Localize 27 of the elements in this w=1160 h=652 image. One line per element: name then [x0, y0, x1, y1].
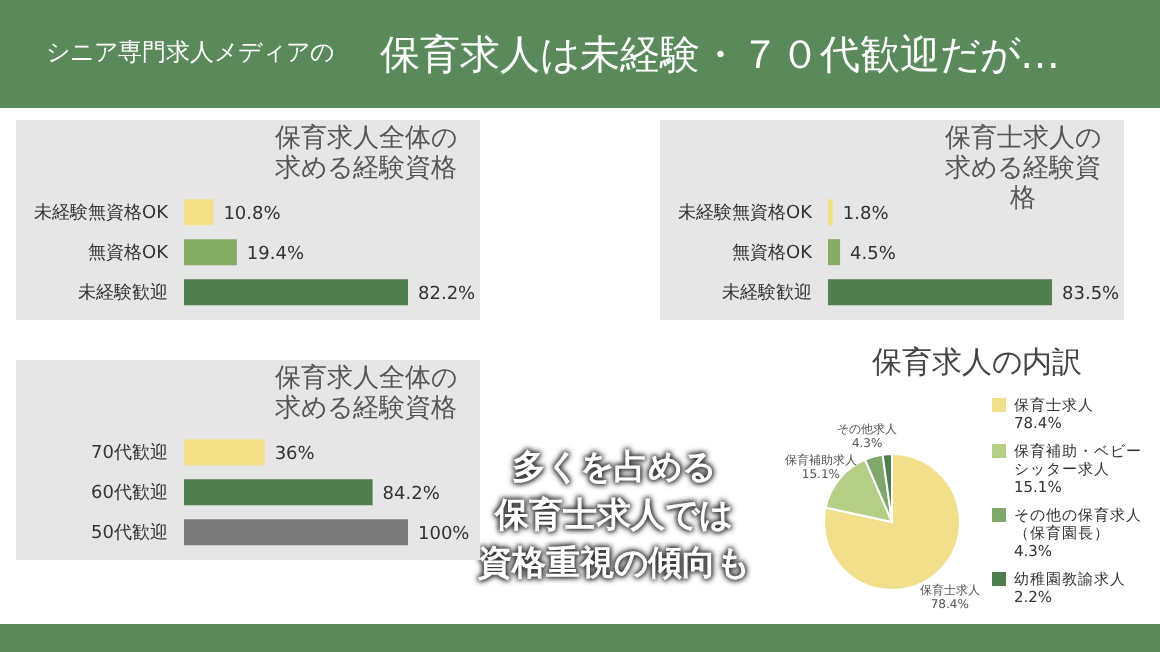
- text: 多くを占める: [508, 444, 718, 492]
- text: 保育士求人では: [495, 496, 733, 536]
- data-label: 82.2%: [418, 284, 477, 305]
- text: シニア専門求人メディアの: [44, 36, 336, 70]
- y-tick-label: 70代歓迎: [91, 442, 168, 465]
- data-label: 19.4%: [246, 244, 305, 265]
- data-label: 36%: [274, 444, 316, 465]
- data-label: 100%: [418, 524, 471, 545]
- y-tick-label: 無資格OK: [732, 242, 815, 265]
- data-label: 84.2%: [382, 484, 441, 505]
- chart-title: 保育士求人の求める経験資格: [943, 124, 1103, 214]
- chart-title: 保育求人全体の求める経験資格: [273, 364, 459, 424]
- y-tick-label: 50代歓迎: [91, 522, 168, 545]
- y-tick-label: 60代歓迎: [91, 482, 168, 505]
- y-tick-label: 未経験無資格OK: [678, 202, 815, 225]
- chart-title: 保育求人全体の求める経験資格: [273, 124, 459, 184]
- data-label: 1.8%: [842, 204, 890, 225]
- chart-title: 保育求人の内訳: [872, 344, 1082, 382]
- y-tick-label: 未経験歓迎: [722, 282, 812, 305]
- y-tick-label: 未経験無資格OK: [34, 202, 171, 225]
- text: 資格重視の傾向も: [478, 544, 750, 584]
- text: 保育求人は未経験・７０代歓迎だが…: [380, 28, 1060, 82]
- y-tick-label: 無資格OK: [88, 242, 171, 265]
- data-label: 83.5%: [1062, 284, 1121, 305]
- data-label: 4.5%: [850, 244, 897, 265]
- data-label: 10.8%: [223, 204, 282, 225]
- y-tick-label: 未経験歓迎: [78, 282, 168, 305]
